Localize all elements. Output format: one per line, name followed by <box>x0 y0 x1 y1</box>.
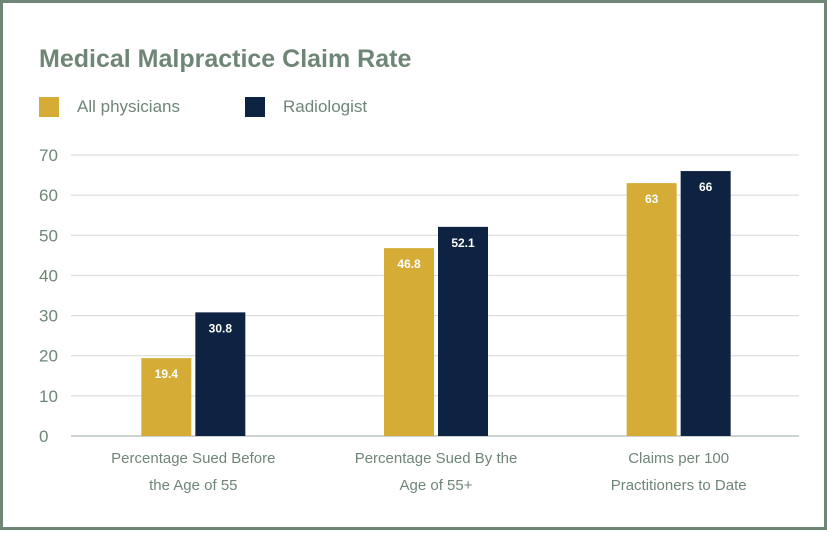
chart-plot: 0 10 20 30 40 50 60 70 19.4 30.8 Percentage Sued B… <box>39 146 799 494</box>
x-tick-label: Claims per 100 <box>628 450 729 467</box>
y-tick-label: 0 <box>39 427 48 446</box>
bar-data-label: 66 <box>699 180 713 194</box>
x-tick-label: Age of 55+ <box>400 477 473 494</box>
legend-label-radiologist: Radiologist <box>283 97 368 116</box>
bar-data-label: 30.8 <box>209 321 233 335</box>
bar <box>195 312 246 436</box>
bar-data-label: 52.1 <box>451 236 475 250</box>
bar <box>680 171 731 437</box>
y-tick-label: 60 <box>39 186 58 205</box>
legend-item-all-physicians: All physicians <box>39 97 180 117</box>
y-tick-label: 10 <box>39 387 58 406</box>
y-tick-label: 50 <box>39 226 58 245</box>
y-tick-label: 70 <box>39 146 58 165</box>
x-tick-label: the Age of 55 <box>149 477 237 494</box>
chart-title: Medical Malpractice Claim Rate <box>39 45 412 73</box>
legend-swatch-all-physicians <box>39 97 59 117</box>
bar <box>141 358 192 436</box>
bar-data-label: 19.4 <box>155 367 179 381</box>
y-tick-label: 30 <box>39 307 58 326</box>
bar-data-label: 46.8 <box>397 257 421 271</box>
legend-label-all-physicians: All physicians <box>77 97 180 116</box>
y-tick-label: 20 <box>39 347 58 366</box>
x-tick-label: Percentage Sued Before <box>111 450 275 467</box>
x-tick-label: Percentage Sued By the <box>355 450 518 467</box>
y-tick-label: 40 <box>39 266 58 285</box>
bar-data-label: 63 <box>645 192 659 206</box>
legend-swatch-radiologist <box>245 97 265 117</box>
bar <box>438 226 488 436</box>
x-tick-label: Practitioners to Date <box>611 477 747 494</box>
bar <box>626 183 677 436</box>
legend-item-radiologist: Radiologist <box>245 97 367 117</box>
bar <box>384 248 434 436</box>
